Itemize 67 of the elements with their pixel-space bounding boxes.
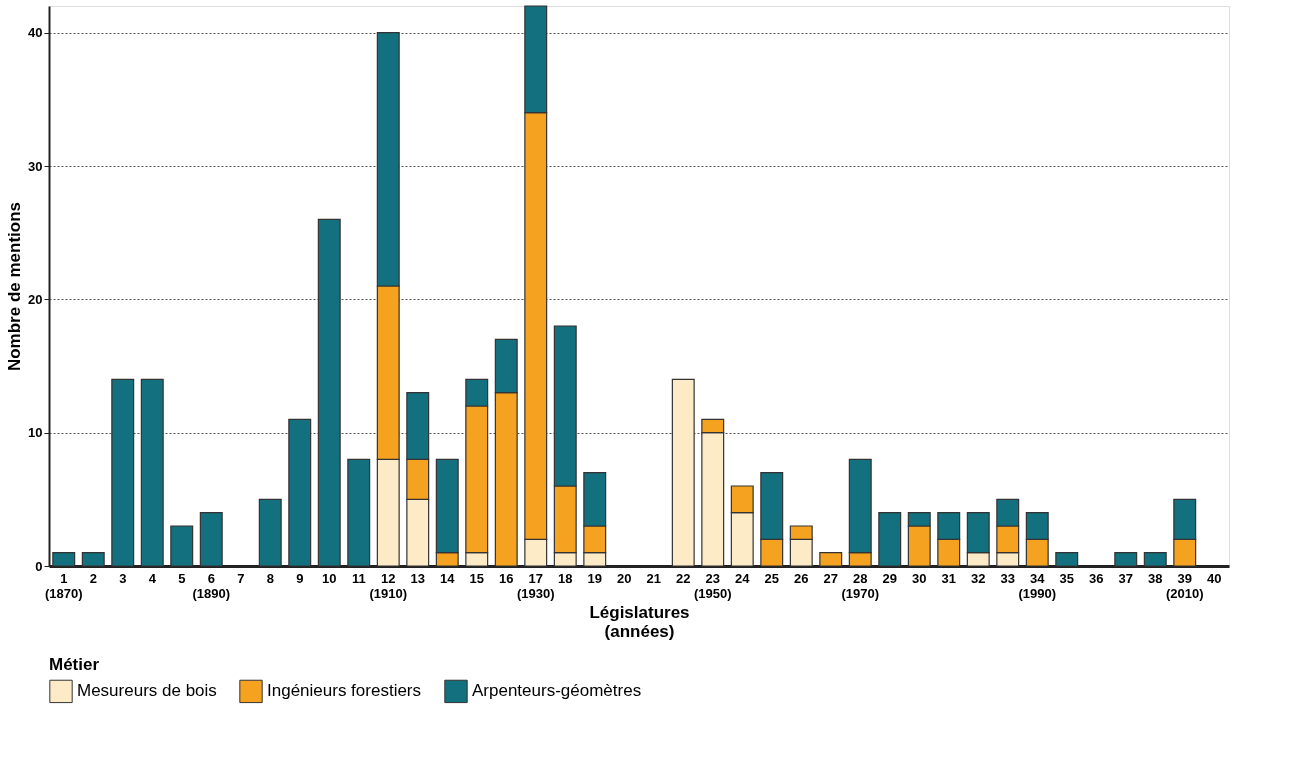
bar bbox=[170, 525, 194, 567]
y-tick-label: 40 bbox=[28, 25, 43, 41]
bar bbox=[140, 378, 164, 567]
x-tick-label: 37 bbox=[1118, 570, 1133, 586]
x-tick-label: 27 bbox=[823, 570, 838, 586]
x-tick-label: 5 bbox=[178, 570, 186, 586]
x-tick-label: 40 bbox=[1207, 570, 1222, 586]
y-tick-label: 10 bbox=[28, 425, 43, 441]
legend-title: Métier bbox=[49, 655, 100, 674]
bar bbox=[1143, 552, 1167, 567]
x-tick-label: 2 bbox=[89, 570, 97, 586]
bar bbox=[199, 512, 223, 567]
x-tick-label: 25 bbox=[764, 570, 779, 586]
bar bbox=[347, 458, 371, 567]
x-tick-label: 11 bbox=[351, 570, 366, 586]
x-tick-label: 35 bbox=[1059, 570, 1074, 586]
x-tick-label: 10 bbox=[322, 570, 337, 586]
bar bbox=[52, 552, 76, 567]
x-tick-label: 39 (2010) bbox=[1165, 570, 1204, 601]
x-tick-label: 9 bbox=[296, 570, 304, 586]
x-tick-label: 32 bbox=[971, 570, 986, 586]
x-tick-label: 22 bbox=[676, 570, 691, 586]
x-tick-label: 3 bbox=[119, 570, 127, 586]
legend-label: Mesureurs de bois bbox=[77, 681, 217, 701]
legend-label: Arpenteurs-géomètres bbox=[472, 681, 642, 701]
bar bbox=[317, 218, 341, 567]
x-tick-label: 12 (1910) bbox=[369, 570, 408, 601]
bar bbox=[819, 552, 843, 567]
x-tick-label: 33 bbox=[1000, 570, 1015, 586]
y-tick-label: 20 bbox=[28, 291, 43, 307]
bar bbox=[288, 418, 312, 567]
x-tick-label: 16 bbox=[499, 570, 514, 586]
x-tick-label: 8 bbox=[266, 570, 274, 586]
x-tick-label: 28 (1970) bbox=[841, 570, 880, 601]
bar bbox=[878, 512, 902, 567]
x-tick-label: 34 (1990) bbox=[1018, 570, 1057, 601]
x-tick-label: 1 (1870) bbox=[44, 570, 83, 601]
x-tick-label: 19 bbox=[587, 570, 602, 586]
x-tick-label: 15 bbox=[469, 570, 484, 586]
x-axis-title: Législatures (années) bbox=[589, 602, 690, 641]
bar bbox=[81, 552, 105, 567]
y-tick-label: 0 bbox=[35, 558, 43, 574]
x-tick-label: 23 (1950) bbox=[693, 570, 732, 601]
legend-label: Ingénieurs forestiers bbox=[267, 681, 422, 701]
x-tick-label: 20 bbox=[617, 570, 632, 586]
x-tick-label: 36 bbox=[1089, 570, 1104, 586]
x-tick-label: 4 bbox=[148, 570, 157, 586]
bar bbox=[671, 378, 695, 567]
x-tick-label: 24 bbox=[735, 570, 751, 586]
x-tick-label: 7 bbox=[237, 570, 245, 586]
x-tick-label: 29 bbox=[882, 570, 897, 586]
x-tick-label: 13 bbox=[410, 570, 425, 586]
x-tick-label: 18 bbox=[558, 570, 573, 586]
bar bbox=[111, 378, 135, 567]
x-tick-label: 26 bbox=[794, 570, 809, 586]
x-tick-label: 30 bbox=[912, 570, 927, 586]
bar bbox=[1055, 552, 1079, 567]
x-tick-label: 14 bbox=[440, 570, 456, 586]
y-tick-label: 30 bbox=[28, 158, 43, 174]
x-tick-label: 38 bbox=[1148, 570, 1163, 586]
x-tick-label: 21 bbox=[646, 570, 661, 586]
bar bbox=[258, 498, 282, 567]
x-tick-label: 31 bbox=[941, 570, 956, 586]
bar bbox=[1114, 552, 1138, 567]
y-axis-title: Nombre de mentions bbox=[5, 201, 25, 372]
x-tick-label: 6 (1890) bbox=[192, 570, 231, 601]
x-tick-label: 17 (1930) bbox=[516, 570, 555, 601]
